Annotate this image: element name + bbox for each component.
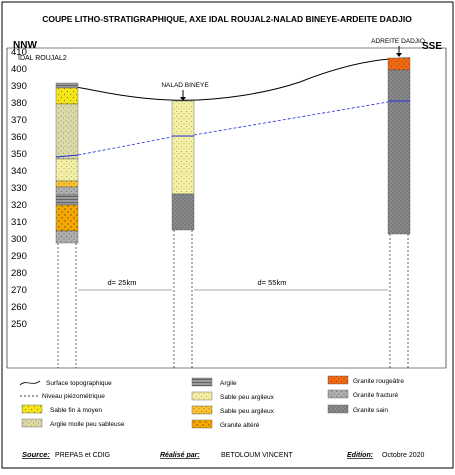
well-label-adreite-dadjio: ADREITE DADJIO — [371, 38, 425, 45]
legend-label-niveau: Niveau piézométrique — [42, 393, 105, 400]
legend-swatch-granite-fracture — [327, 389, 349, 399]
footer-edition-label: Edition: — [347, 452, 373, 459]
footer-source-label: Source: — [22, 450, 50, 459]
well-column-idal-roujal2 — [55, 82, 79, 368]
direction-right-label: SSE — [422, 41, 442, 52]
legend: Surface topographique Niveau piézométriq… — [19, 375, 404, 429]
elevation-tick-label: 340 — [11, 166, 27, 177]
well-column-adreite-dadjio — [387, 57, 411, 368]
elevation-axis: 410 400 390 380 370 360 350 340 330 320 310 300 290 2… — [11, 47, 27, 330]
piezometric-line-segment-1 — [77, 136, 173, 156]
elevation-tick-label: 410 — [11, 47, 27, 58]
layer-granite-altere — [55, 204, 79, 232]
elevation-tick-label: 390 — [11, 81, 27, 92]
well-column-nalad-bineye — [171, 100, 195, 368]
piezometric-line-segment-2 — [193, 101, 389, 136]
legend-label-argile-molle: Argile molle peu sableuse — [50, 421, 125, 428]
elevation-tick-label: 350 — [11, 149, 27, 160]
layer-granite-fracture — [55, 186, 79, 196]
legend-label-sable-peu-argileux-orange: Sable peu argileux — [220, 408, 275, 415]
elevation-tick-label: 400 — [11, 64, 27, 75]
footer-realise-value: BETOLOUM VINCENT — [221, 452, 294, 459]
layer-granite-fracture-2 — [55, 230, 79, 244]
well-label-idal-roujal2: IDAL ROUJAL2 — [18, 55, 67, 62]
layer-sable-peu-argileux — [171, 100, 195, 195]
footer: Source: PREPAS et CDIG Réalisé par: BETO… — [22, 450, 425, 459]
elevation-tick-label: 360 — [11, 132, 27, 143]
elevation-tick-label: 330 — [11, 183, 27, 194]
legend-swatch-argile — [191, 377, 213, 387]
legend-label-granite-fracture: Granite fracturé — [353, 392, 399, 399]
footer-edition-value: Octobre 2020 — [382, 452, 425, 459]
elevation-tick-label: 380 — [11, 98, 27, 109]
legend-swatch-sable-peu-argileux — [191, 391, 213, 401]
water-level-mark-1 — [55, 154, 79, 158]
elevation-tick-label: 290 — [11, 251, 27, 262]
distance-label-1: d= 25km — [108, 278, 137, 287]
footer-source-value: PREPAS et CDIG — [55, 452, 110, 459]
well-label-nalad-bineye: NALAD BINEYE — [161, 82, 209, 89]
layer-argile-2 — [55, 194, 79, 206]
legend-label-granite-rougeatre: Granite rougeâtre — [353, 378, 404, 385]
legend-swatch-sable-fin — [21, 404, 43, 414]
legend-swatch-argile-molle — [21, 418, 43, 428]
layer-granite-sain — [171, 193, 195, 231]
elevation-tick-label: 270 — [11, 285, 27, 296]
legend-label-granite-sain: Granite sain — [353, 407, 388, 414]
diagram-title: COUPE LITHO-STRATIGRAPHIQUE, AXE IDAL RO… — [42, 14, 412, 24]
layer-sable-fin — [55, 87, 79, 105]
legend-label-argile: Argile — [220, 380, 237, 387]
piezometric-level — [55, 100, 410, 158]
well-arrow-adreite-dadjio — [396, 46, 402, 57]
legend-swatch-sable-peu-argileux-orange — [191, 405, 213, 415]
footer-realise-label: Réalisé par: — [160, 452, 200, 459]
legend-label-surface: Surface topographique — [46, 380, 112, 387]
layer-granite-sain — [387, 69, 411, 235]
elevation-tick-label: 250 — [11, 319, 27, 330]
elevation-tick-label: 300 — [11, 234, 27, 245]
direction-left-label: NNW — [13, 40, 37, 51]
legend-label-sable-peu-argileux: Sable peu argileux — [220, 394, 275, 401]
layer-argile-molle — [55, 103, 79, 160]
distance-label-2: d= 55km — [258, 278, 287, 287]
legend-label-granite-altere: Granite altéré — [220, 422, 260, 429]
layer-sable-peu-argileux — [55, 158, 79, 182]
elevation-tick-label: 260 — [11, 302, 27, 313]
distance-marker-1: d= 25km — [78, 278, 172, 291]
well-arrow-nalad-bineye — [180, 90, 186, 101]
legend-swatch-granite-sain — [327, 404, 349, 414]
legend-label-sable-fin: Sable fin à moyen — [50, 407, 102, 414]
layer-granite-rougeatre — [387, 57, 411, 71]
topographic-surface-line — [55, 57, 411, 101]
legend-swatch-granite-altere — [191, 419, 213, 429]
layer-argile — [55, 82, 79, 89]
distance-marker-2: d= 55km — [194, 278, 388, 291]
legend-swatch-granite-rougeatre — [327, 375, 349, 385]
legend-symbol-surface — [19, 380, 41, 386]
elevation-tick-label: 280 — [11, 268, 27, 279]
layer-sable-peu-argileux-orange — [55, 180, 79, 188]
elevation-tick-label: 320 — [11, 200, 27, 211]
elevation-tick-label: 310 — [11, 217, 27, 228]
elevation-tick-label: 370 — [11, 115, 27, 126]
